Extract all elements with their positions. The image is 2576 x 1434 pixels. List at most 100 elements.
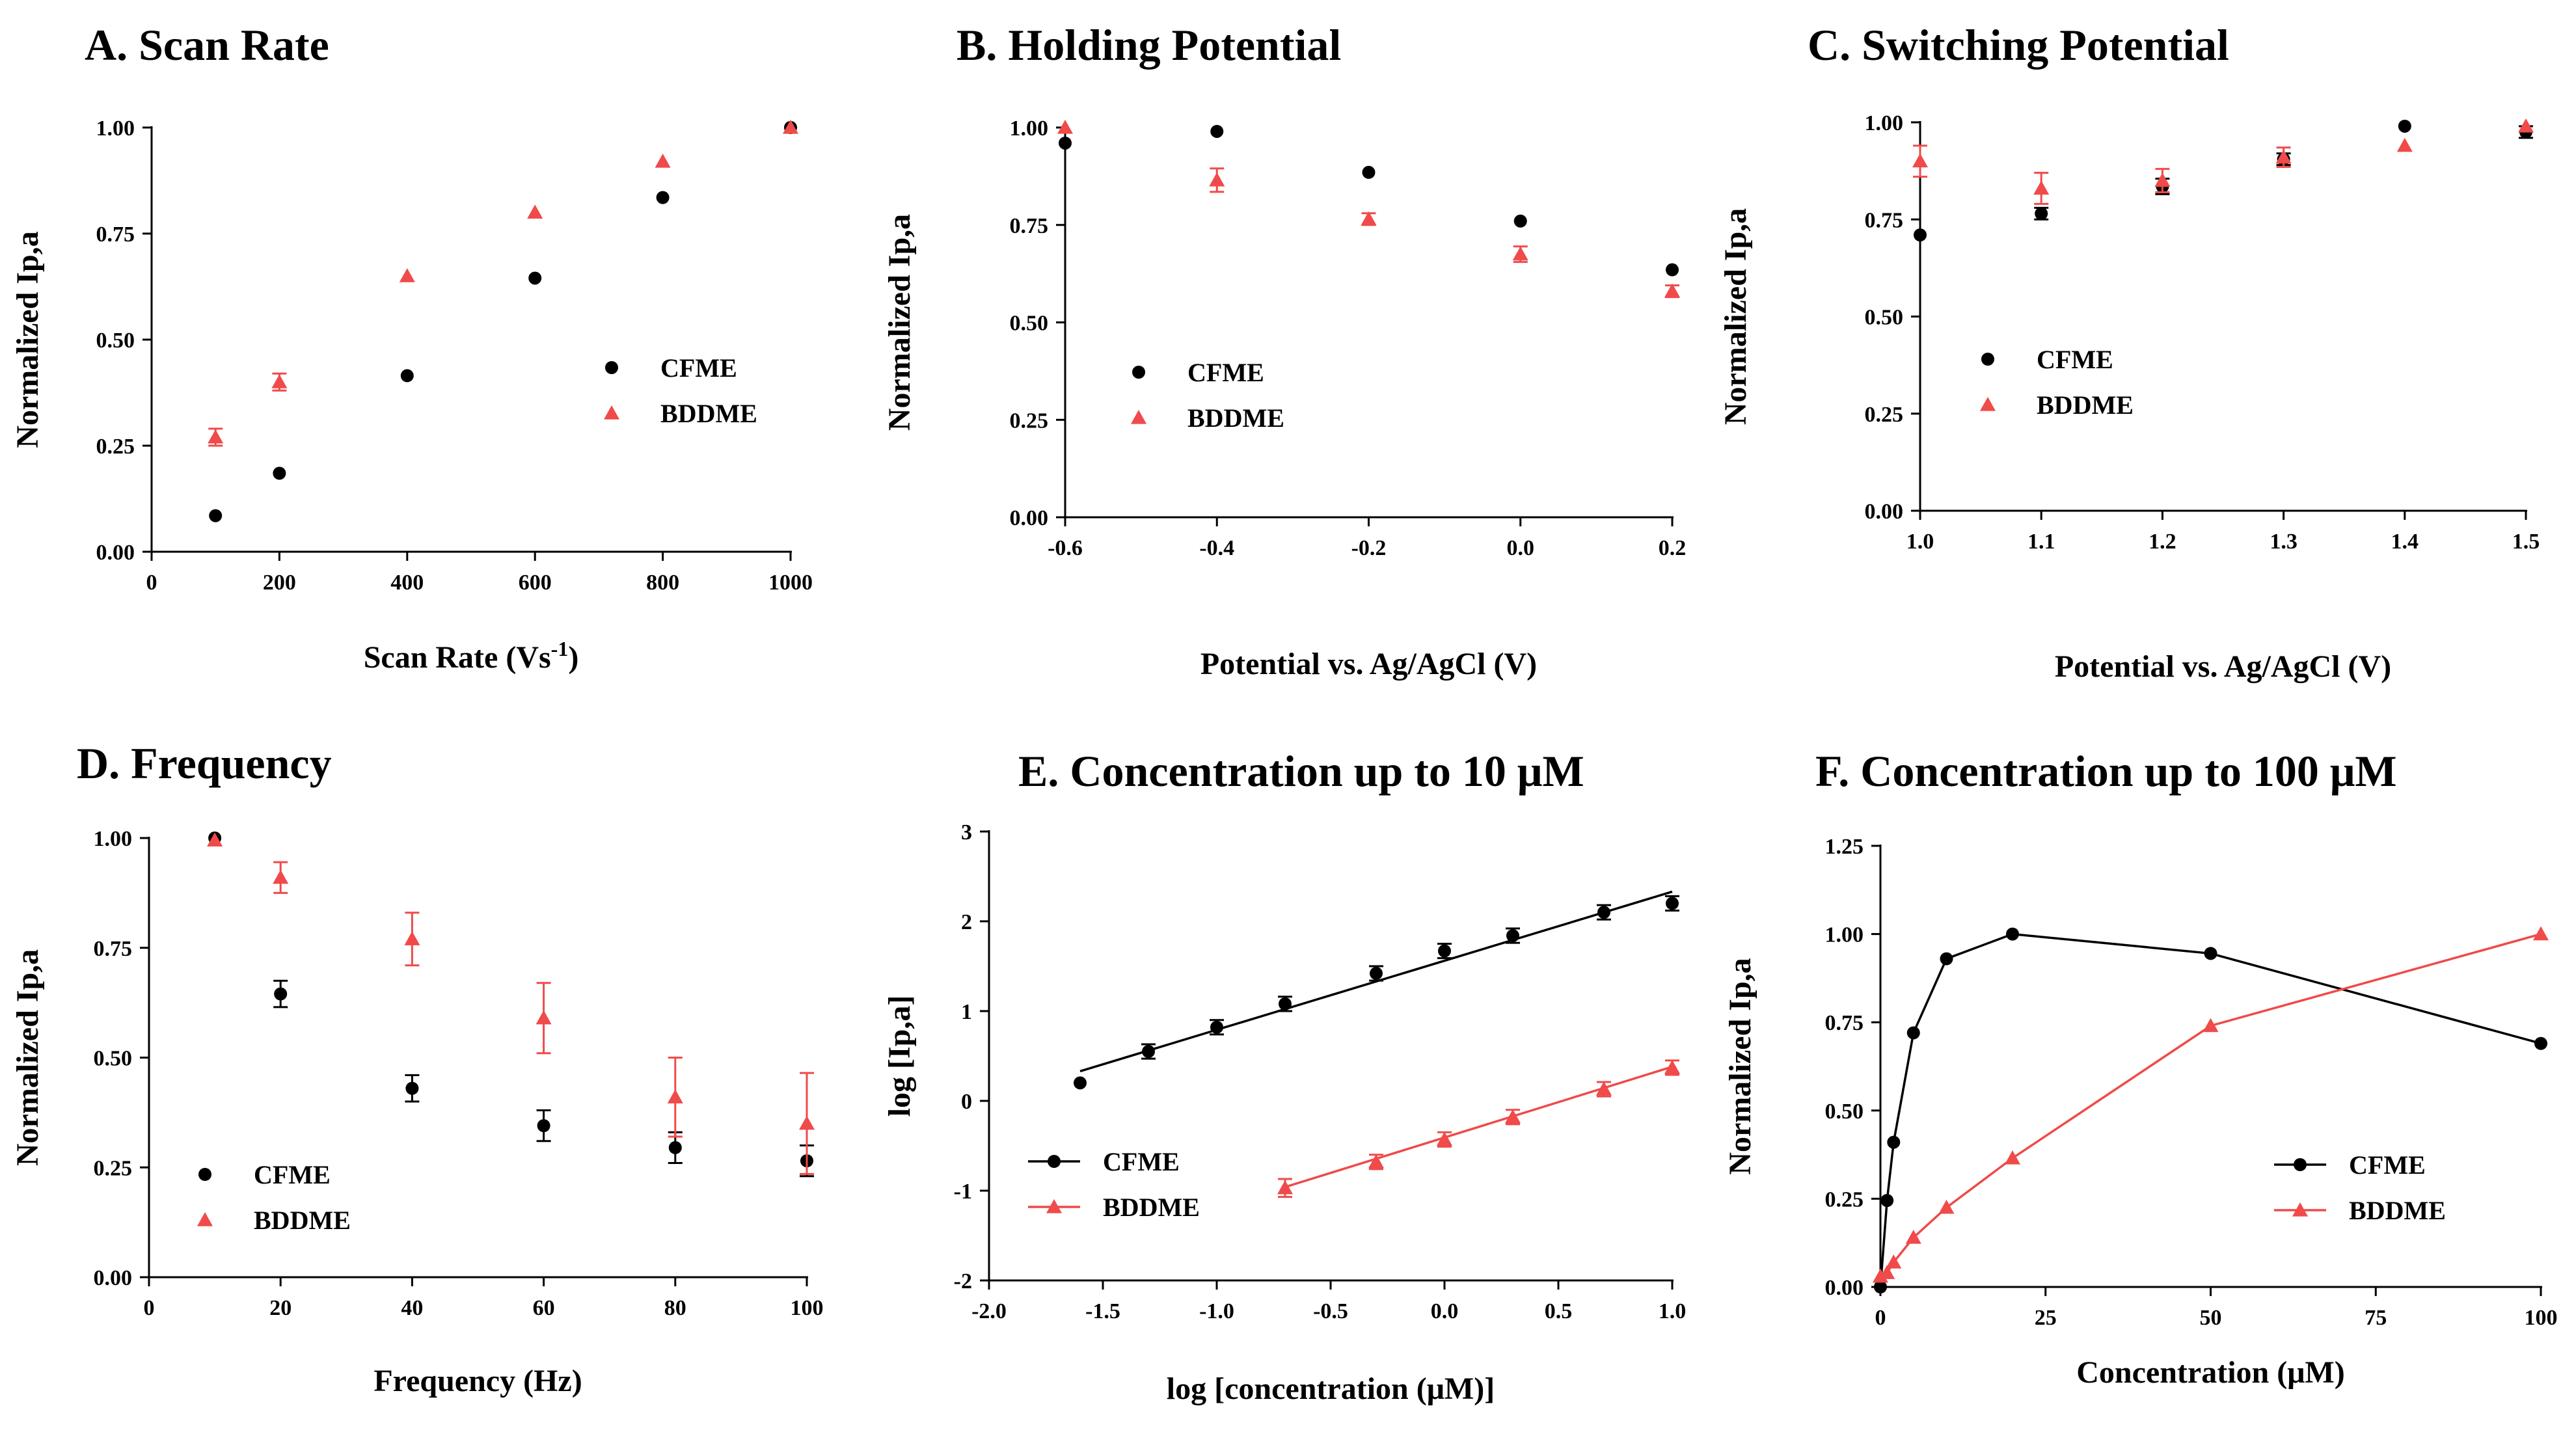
data-point — [1874, 1280, 1887, 1293]
x-tick-label: 80 — [664, 1296, 686, 1320]
legend-marker-cfme — [198, 1168, 211, 1181]
data-point — [2275, 149, 2292, 164]
data-point — [2398, 119, 2411, 133]
series-bddme — [1057, 120, 1680, 299]
data-point — [271, 374, 288, 388]
y-tick-label: -2 — [954, 1269, 972, 1293]
legend-label-cfme: CFME — [2349, 1150, 2426, 1180]
data-point — [1505, 1109, 1521, 1124]
series-cfme — [208, 832, 814, 1178]
data-point — [668, 1141, 682, 1154]
x-tick-label: 1.2 — [2149, 530, 2176, 554]
legend-label-bddme: BDDME — [2349, 1196, 2446, 1225]
data-point — [1666, 263, 1679, 277]
x-tick-label: 100 — [791, 1296, 824, 1320]
data-point — [1666, 897, 1679, 910]
data-point — [1074, 1076, 1087, 1090]
y-tick-label: 1.00 — [94, 827, 133, 851]
y-tick-label: 2 — [961, 910, 972, 934]
data-point — [1362, 165, 1376, 179]
y-tick-label: 0.00 — [1865, 500, 1904, 524]
legend-marker-bddme — [2292, 1202, 2308, 1217]
series-bddme — [1277, 1059, 1680, 1198]
data-point — [404, 931, 420, 945]
y-tick-label: 0.75 — [96, 223, 135, 247]
chart-title: B. Holding Potential — [956, 20, 1341, 70]
x-tick-label: -1.0 — [1199, 1299, 1234, 1323]
data-point — [2203, 1018, 2219, 1033]
series-bddme — [207, 832, 815, 1175]
series-line — [1879, 932, 2542, 1288]
series-cfme — [1074, 890, 1679, 1090]
x-axis-label: Potential vs. Ag/AgCl (V) — [1200, 647, 1537, 681]
y-tick-label: 1.00 — [1865, 111, 1904, 135]
x-axis-label: Concentration (μM) — [2076, 1355, 2344, 1390]
x-tick-label: -1.5 — [1085, 1299, 1120, 1323]
legend: CFME BDDME — [1131, 358, 1284, 433]
data-point — [1886, 1254, 1902, 1269]
data-point — [1277, 1180, 1293, 1195]
x-tick-label: 0.0 — [1431, 1299, 1459, 1323]
data-point — [1370, 967, 1383, 981]
x-tick-label: 75 — [2365, 1306, 2387, 1330]
x-tick-label: 1.0 — [1659, 1299, 1687, 1323]
y-tick-label: 0.00 — [1825, 1276, 1864, 1300]
y-tick-label: 0.75 — [1865, 208, 1904, 232]
data-point — [656, 191, 670, 204]
y-tick-label: 1.00 — [1825, 923, 1864, 947]
data-point — [1873, 1268, 1888, 1283]
data-point — [1879, 1265, 1895, 1279]
x-tick-label: 800 — [646, 571, 679, 595]
legend-label-bddme: BDDME — [1187, 403, 1284, 433]
data-point — [273, 869, 289, 884]
legend-label-cfme: CFME — [254, 1160, 331, 1189]
legend-marker-cfme — [1132, 366, 1145, 379]
data-point — [207, 832, 223, 846]
series-cfme — [209, 121, 797, 522]
x-tick-label: 1.5 — [2512, 530, 2540, 554]
x-tick-label: 100 — [2525, 1306, 2558, 1330]
data-point — [1912, 153, 1928, 168]
data-point — [2154, 172, 2171, 187]
x-tick-label: 0 — [146, 571, 157, 595]
y-tick-label: 3 — [961, 820, 972, 845]
x-tick-label: 40 — [401, 1296, 423, 1320]
data-point — [1506, 929, 1519, 943]
y-axis-label: Normalized Ip,a — [10, 949, 45, 1166]
data-point — [1438, 944, 1451, 958]
data-point — [399, 268, 415, 282]
x-tick-label: 1.3 — [2270, 530, 2298, 554]
data-point — [2006, 927, 2019, 941]
y-tick-label: 0.75 — [1010, 214, 1049, 238]
data-point — [528, 271, 542, 285]
x-tick-label: -0.2 — [1351, 536, 1387, 560]
x-axis-label-superscript: -1 — [551, 637, 569, 660]
x-tick-label: -0.5 — [1313, 1299, 1348, 1323]
series-cfme — [1059, 124, 1679, 277]
chart-f: F. Concentration up to 100 μM 0 25 50 75 100 0… — [1723, 746, 2558, 1390]
x-tick-label: 0 — [1875, 1306, 1886, 1330]
legend-label-cfme: CFME — [2037, 345, 2113, 374]
legend-label-bddme: BDDME — [254, 1206, 351, 1235]
data-point — [2533, 926, 2549, 941]
legend-label-cfme: CFME — [1103, 1147, 1180, 1176]
y-axis-label: Normalized Ip,a — [1718, 208, 1753, 425]
x-axis-label-end: ) — [568, 640, 578, 675]
legend-label-cfme: CFME — [660, 353, 737, 383]
data-point — [655, 154, 671, 168]
data-point — [799, 1115, 815, 1130]
data-point — [1914, 228, 1927, 242]
y-axis-label: Normalized Ip,a — [882, 214, 917, 431]
data-point — [208, 429, 224, 444]
series-bddme — [1912, 118, 2534, 205]
fit-line — [1284, 1065, 1673, 1189]
data-point — [2518, 118, 2534, 133]
data-point — [1361, 211, 1377, 226]
data-point — [209, 509, 223, 522]
series-bddme — [208, 120, 798, 447]
chart-title: D. Frequency — [77, 738, 332, 788]
legend-marker-bddme — [604, 405, 619, 420]
x-tick-label: 0.2 — [1659, 536, 1687, 560]
data-point — [1142, 1045, 1155, 1059]
